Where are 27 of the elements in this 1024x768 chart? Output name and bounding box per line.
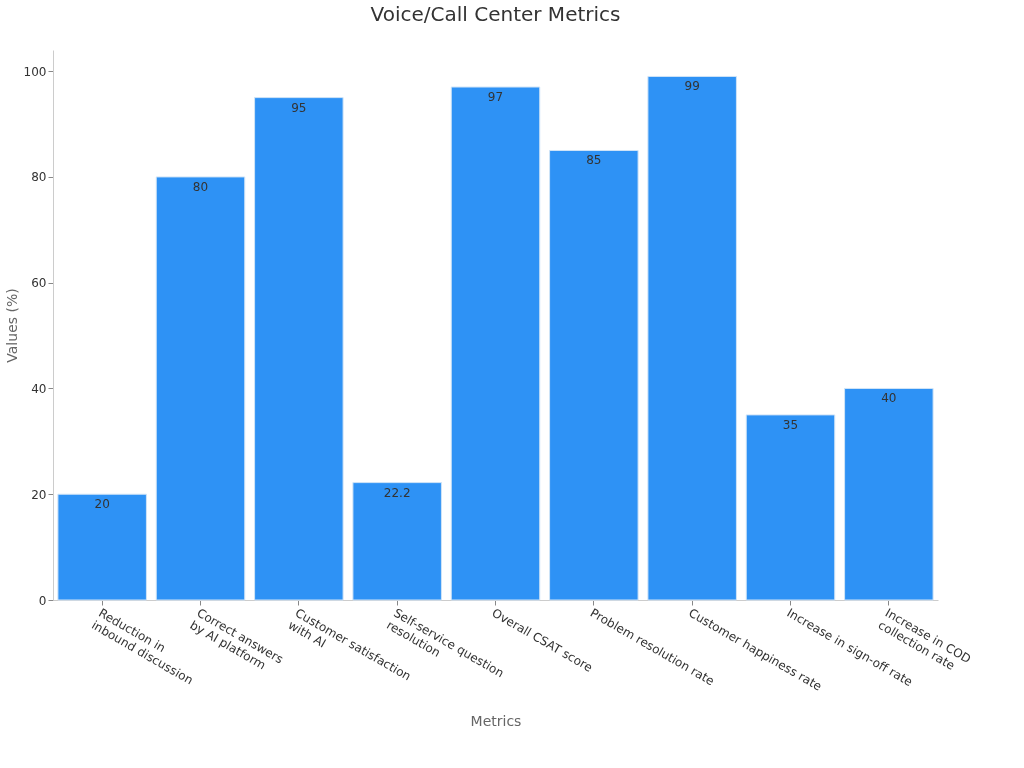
bar <box>549 149 639 601</box>
data-label: 22.2 <box>383 485 411 500</box>
y-tick-label: 60 <box>31 276 47 291</box>
bar <box>57 493 147 601</box>
data-label: 40 <box>881 391 897 406</box>
data-label: 95 <box>291 100 307 115</box>
bar <box>647 75 737 601</box>
bar <box>352 482 442 601</box>
y-tick-label: 40 <box>31 381 47 396</box>
y-tick-label: 80 <box>31 170 47 185</box>
chart-title: Voice/Call Center Metrics <box>370 2 621 26</box>
data-label: 85 <box>586 153 602 168</box>
data-label: 35 <box>782 417 799 432</box>
bar <box>745 414 836 601</box>
bar <box>254 97 344 601</box>
bar <box>450 86 541 601</box>
x-axis-title: Metrics <box>470 712 522 729</box>
data-label: 80 <box>192 179 209 194</box>
data-label: 97 <box>487 90 504 105</box>
data-label: 99 <box>684 79 700 94</box>
y-tick-label: 0 <box>38 593 47 608</box>
data-label: 20 <box>94 497 110 512</box>
y-tick-label: 20 <box>31 487 47 502</box>
y-tick-label: 100 <box>23 64 47 79</box>
bar <box>844 387 934 601</box>
bar <box>155 176 246 601</box>
y-axis-title: Values (%) <box>3 288 20 363</box>
